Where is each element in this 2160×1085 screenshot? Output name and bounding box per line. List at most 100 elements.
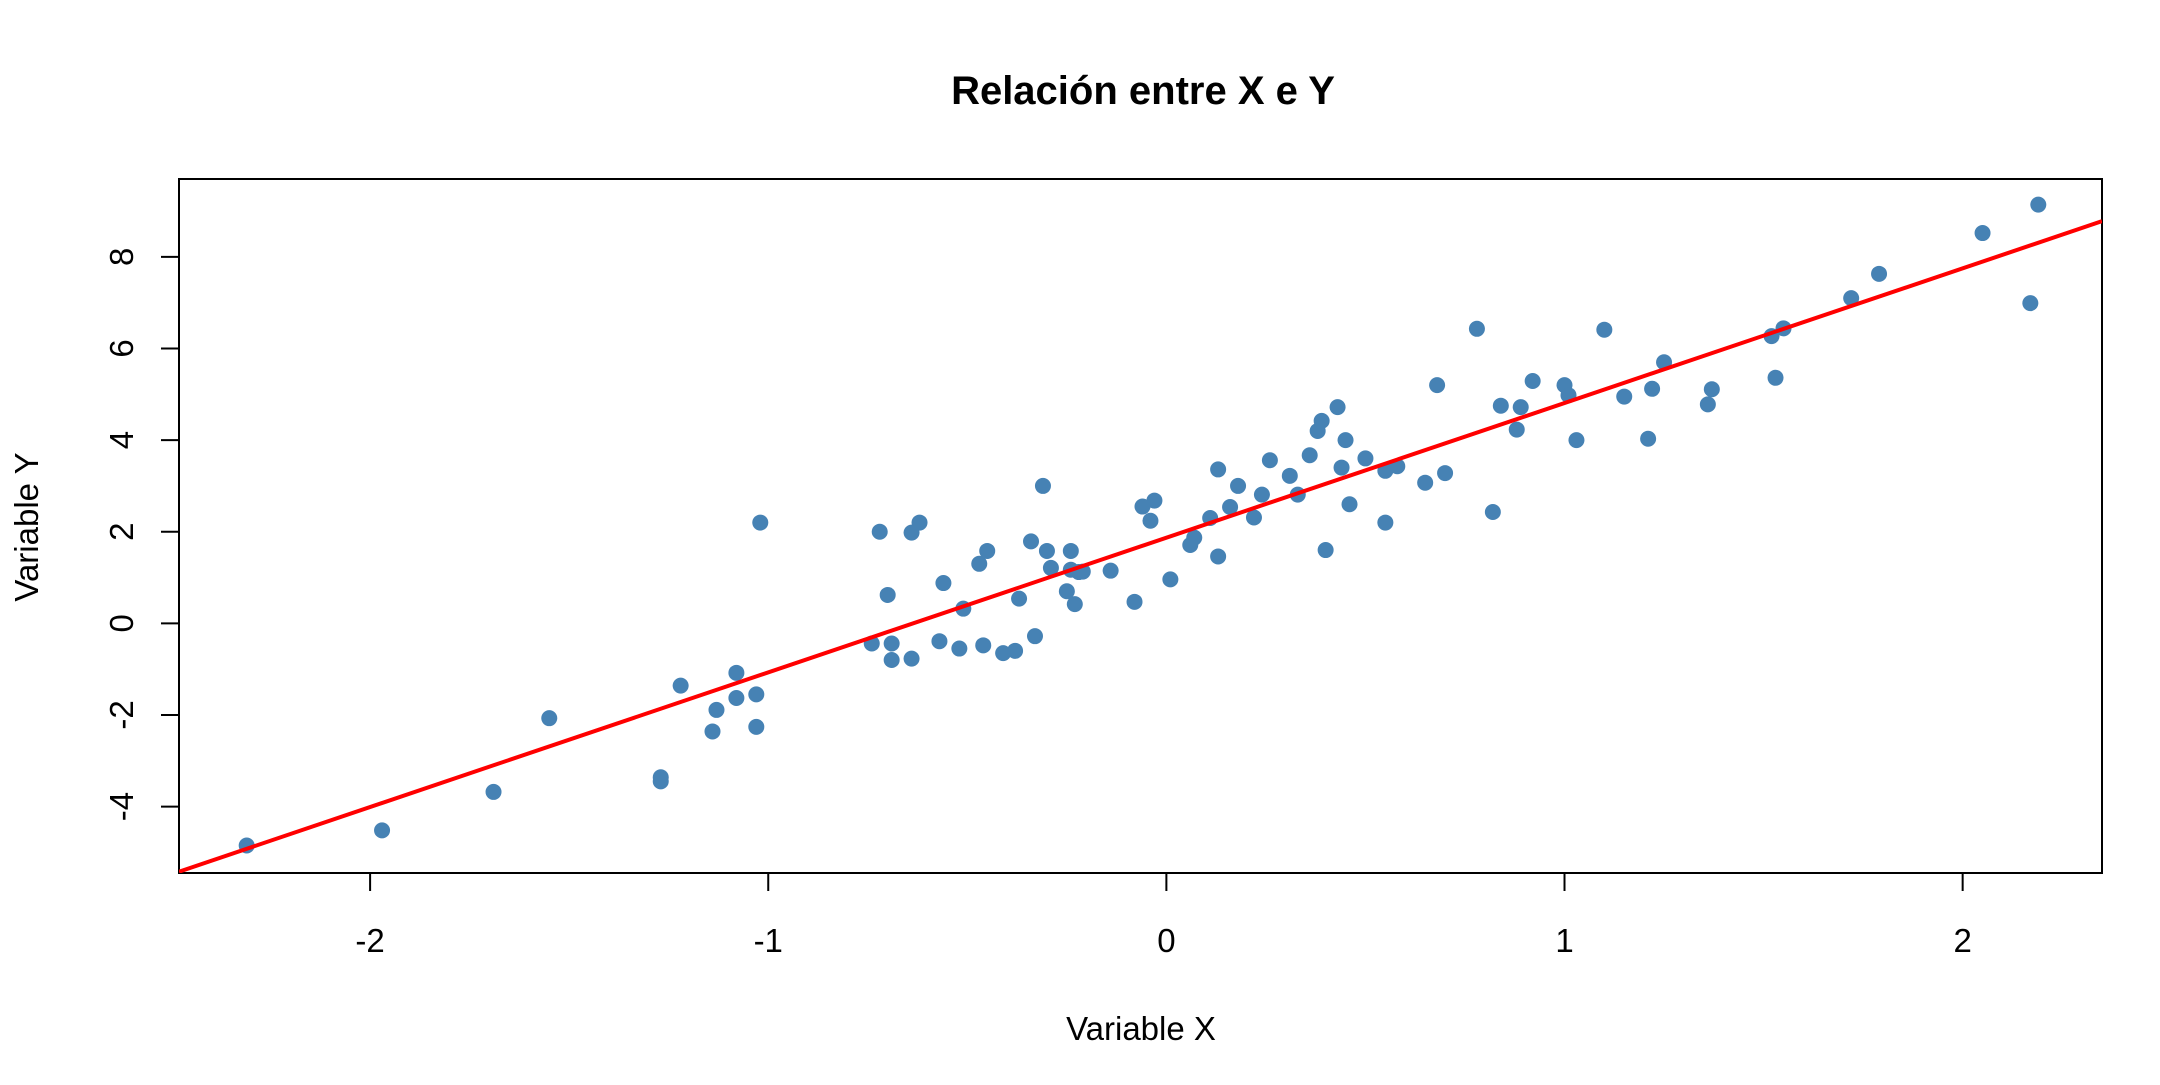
- x-tick-label: 2: [1953, 922, 1971, 959]
- data-point: [1281, 467, 1298, 484]
- data-point: [1230, 477, 1247, 494]
- data-point: [1186, 529, 1203, 546]
- data-point: [1066, 596, 1083, 613]
- data-point: [1038, 542, 1055, 559]
- data-point: [1210, 548, 1227, 565]
- y-axis: -4 -2 0 2 4 6 8: [103, 248, 180, 821]
- regression-line: [179, 219, 2102, 873]
- data-point: [1245, 509, 1262, 526]
- data-point: [1222, 498, 1239, 515]
- chart-title: Relación entre X e Y: [951, 69, 1335, 113]
- x-tick-label: 0: [1157, 922, 1175, 959]
- data-point: [748, 686, 765, 703]
- data-point: [883, 651, 900, 668]
- y-tick-label: 0: [103, 614, 140, 632]
- data-point: [911, 514, 928, 531]
- data-point: [1261, 452, 1278, 469]
- y-tick-label: 6: [103, 339, 140, 357]
- data-point: [1313, 412, 1330, 429]
- data-point: [903, 650, 920, 667]
- data-point: [1596, 321, 1613, 338]
- data-point: [1210, 461, 1227, 478]
- data-point: [752, 514, 769, 531]
- data-point: [1062, 542, 1079, 559]
- y-tick-label: -4: [103, 792, 140, 821]
- data-point: [1843, 290, 1860, 307]
- data-point: [1492, 397, 1509, 414]
- data-point: [935, 575, 952, 592]
- data-point: [951, 640, 968, 657]
- data-point: [1377, 514, 1394, 531]
- x-axis-label: Variable X: [1066, 1010, 1216, 1047]
- data-point: [1437, 465, 1454, 482]
- data-point: [748, 718, 765, 735]
- plot-area-frame: [178, 178, 2103, 874]
- data-point: [1034, 477, 1051, 494]
- data-point: [1042, 559, 1059, 576]
- data-point: [1058, 583, 1075, 600]
- data-point: [1317, 542, 1334, 559]
- data-point: [1640, 430, 1657, 447]
- data-point: [1102, 562, 1119, 579]
- data-point: [1417, 474, 1434, 491]
- data-point: [1767, 369, 1784, 386]
- data-point: [1126, 593, 1143, 610]
- data-point: [728, 690, 745, 707]
- data-point: [708, 701, 725, 718]
- data-point: [541, 710, 558, 727]
- data-point: [1568, 432, 1585, 449]
- data-point: [1524, 373, 1541, 390]
- y-tick-label: -2: [103, 700, 140, 729]
- data-point: [971, 555, 988, 572]
- data-point: [883, 635, 900, 652]
- data-point: [1333, 459, 1350, 476]
- data-point: [975, 637, 992, 654]
- data-point: [704, 723, 721, 740]
- data-point: [871, 523, 888, 540]
- data-point: [1429, 377, 1446, 394]
- data-point: [979, 542, 996, 559]
- data-point: [1007, 642, 1024, 659]
- data-point: [931, 633, 948, 650]
- data-point: [1162, 571, 1179, 588]
- data-point: [1142, 512, 1159, 529]
- data-point: [1337, 432, 1354, 449]
- data-point: [1357, 450, 1374, 467]
- data-point: [1468, 320, 1485, 337]
- data-point: [1301, 447, 1318, 464]
- x-axis: -2 -1 0 1 2: [355, 872, 1972, 959]
- data-point: [1871, 265, 1888, 282]
- data-point: [1974, 225, 1991, 242]
- x-tick-label: -2: [355, 922, 384, 959]
- y-tick-label: 4: [103, 431, 140, 449]
- data-point: [728, 664, 745, 681]
- y-tick-label: 8: [103, 248, 140, 266]
- data-point: [1703, 381, 1720, 398]
- regression-line-layer: [179, 219, 2102, 873]
- data-point: [1253, 486, 1270, 503]
- data-point: [1329, 399, 1346, 416]
- data-point: [652, 773, 669, 790]
- data-point: [2022, 295, 2039, 312]
- data-point: [1146, 492, 1163, 509]
- x-tick-label: 1: [1555, 922, 1573, 959]
- data-points: [238, 196, 2047, 854]
- data-point: [1512, 399, 1529, 416]
- y-tick-label: 2: [103, 523, 140, 541]
- data-point: [1616, 388, 1633, 405]
- data-point: [1644, 380, 1661, 397]
- data-point: [1023, 533, 1040, 550]
- data-point: [374, 822, 391, 839]
- data-point: [879, 586, 896, 603]
- data-point: [1341, 496, 1358, 513]
- data-point: [485, 783, 502, 800]
- y-axis-label: Variable Y: [8, 452, 45, 601]
- x-tick-label: -1: [754, 922, 783, 959]
- data-point: [1699, 396, 1716, 413]
- data-point: [672, 677, 689, 694]
- data-point: [995, 645, 1012, 662]
- data-point: [1484, 504, 1501, 521]
- data-point: [2030, 196, 2047, 213]
- data-point: [1508, 421, 1525, 438]
